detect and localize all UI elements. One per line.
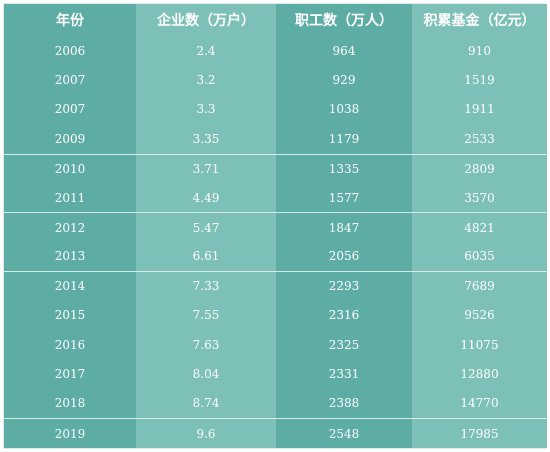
fund-cell: 14770 <box>412 388 547 419</box>
employees-cell: 1577 <box>276 182 412 213</box>
enterprises-cell: 6.61 <box>136 241 276 272</box>
employees-cell: 1179 <box>276 124 412 154</box>
fund-cell: 12880 <box>412 359 547 389</box>
fund-cell: 9526 <box>412 300 547 330</box>
year-cell: 2011 <box>4 182 136 213</box>
enterprises-cell: 3.71 <box>136 153 276 183</box>
year-cell: 2015 <box>4 300 136 330</box>
fund-cell: 11075 <box>412 329 547 360</box>
employees-cell: 1335 <box>276 153 412 183</box>
enterprises-cell: 5.47 <box>136 212 276 242</box>
enterprises-cell: 8.74 <box>136 388 276 419</box>
data-table: 年份 企业数（万户） 职工数（万人） 积累基金（亿元） 2006 2.4 964 91… <box>3 3 547 449</box>
year-cell: 2009 <box>4 124 136 154</box>
year-cell: 2019 <box>4 418 136 449</box>
year-cell: 2016 <box>4 329 136 360</box>
employees-cell: 2325 <box>276 329 412 360</box>
year-cell: 2007 <box>4 94 136 125</box>
header-employees: 职工数（万人） <box>276 4 412 36</box>
employees-cell: 2293 <box>276 271 412 301</box>
enterprises-cell: 3.2 <box>136 65 276 95</box>
year-cell: 2006 <box>4 36 136 66</box>
fund-cell: 4821 <box>412 212 547 242</box>
employees-cell: 2331 <box>276 359 412 389</box>
fund-cell: 2809 <box>412 153 547 183</box>
year-cell: 2017 <box>4 359 136 389</box>
year-cell: 2010 <box>4 153 136 183</box>
employees-cell: 964 <box>276 36 412 66</box>
fund-cell: 6035 <box>412 241 547 272</box>
fund-cell: 17985 <box>412 418 547 449</box>
enterprises-cell: 9.6 <box>136 418 276 449</box>
employees-cell: 2388 <box>276 388 412 419</box>
enterprises-cell: 7.55 <box>136 300 276 330</box>
fund-cell: 7689 <box>412 271 547 301</box>
fund-cell: 910 <box>412 36 547 66</box>
year-cell: 2014 <box>4 271 136 301</box>
fund-cell: 2533 <box>412 124 547 154</box>
enterprises-cell: 4.49 <box>136 182 276 213</box>
fund-cell: 1911 <box>412 94 547 125</box>
year-cell: 2007 <box>4 65 136 95</box>
enterprises-cell: 3.35 <box>136 124 276 154</box>
enterprises-cell: 3.3 <box>136 94 276 125</box>
employees-cell: 1038 <box>276 94 412 125</box>
employees-cell: 2548 <box>276 418 412 449</box>
year-cell: 2018 <box>4 388 136 419</box>
fund-cell: 1519 <box>412 65 547 95</box>
enterprises-cell: 7.33 <box>136 271 276 301</box>
fund-cell: 3570 <box>412 182 547 213</box>
employees-cell: 2316 <box>276 300 412 330</box>
enterprises-cell: 7.63 <box>136 329 276 360</box>
header-fund: 积累基金（亿元） <box>412 4 547 36</box>
employees-cell: 2056 <box>276 241 412 272</box>
employees-cell: 1847 <box>276 212 412 242</box>
enterprises-cell: 8.04 <box>136 359 276 389</box>
header-enterprises: 企业数（万户） <box>136 4 276 36</box>
header-year: 年份 <box>4 4 136 36</box>
employees-cell: 929 <box>276 65 412 95</box>
enterprises-cell: 2.4 <box>136 36 276 66</box>
year-cell: 2012 <box>4 212 136 242</box>
year-cell: 2013 <box>4 241 136 272</box>
